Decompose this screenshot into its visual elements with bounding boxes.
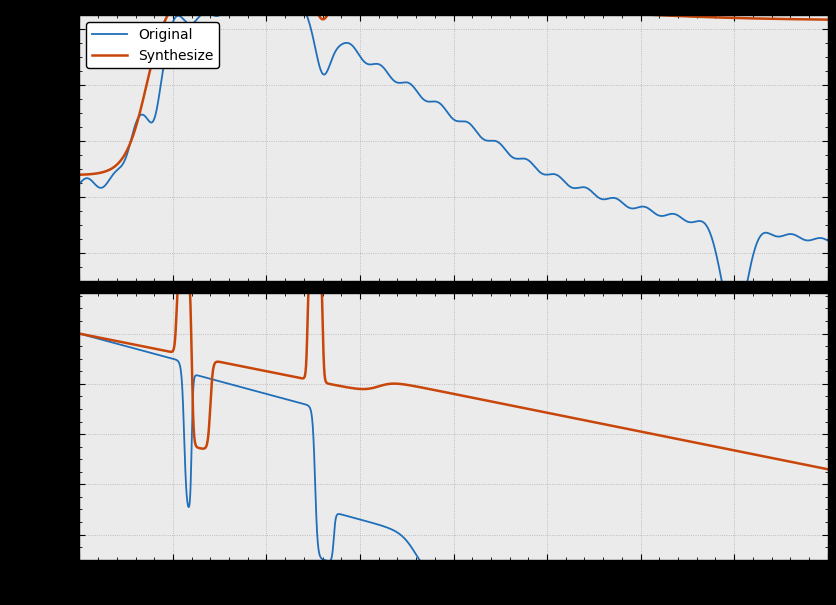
Synthesize bbox=[523, 3, 533, 10]
Synthesize bbox=[690, 13, 700, 21]
Original bbox=[730, 320, 740, 327]
Original bbox=[633, 204, 643, 211]
Legend: Original, Synthesize: Original, Synthesize bbox=[86, 22, 219, 68]
Original bbox=[523, 157, 533, 164]
Line: Synthesize: Synthesize bbox=[79, 0, 828, 175]
Original bbox=[823, 237, 833, 244]
Original bbox=[74, 180, 84, 188]
Original bbox=[561, 180, 571, 187]
Original bbox=[211, 12, 221, 19]
Original bbox=[360, 59, 370, 67]
Synthesize bbox=[561, 6, 571, 13]
Original bbox=[690, 218, 700, 226]
Line: Original: Original bbox=[79, 0, 828, 324]
Synthesize bbox=[74, 171, 84, 178]
Synthesize bbox=[823, 16, 833, 23]
Synthesize bbox=[633, 10, 643, 18]
